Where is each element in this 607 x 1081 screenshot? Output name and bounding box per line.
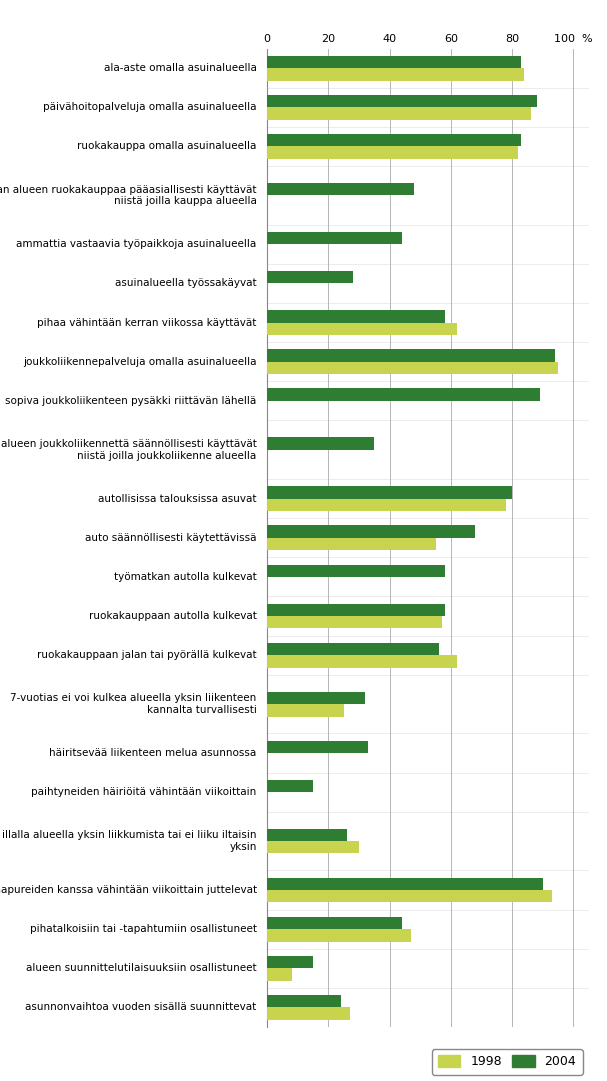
- Bar: [267, 56, 521, 68]
- Bar: [267, 498, 506, 511]
- Bar: [267, 704, 344, 717]
- Bar: [267, 956, 313, 969]
- Bar: [267, 995, 341, 1007]
- Bar: [267, 564, 445, 577]
- Legend: 1998, 2004: 1998, 2004: [432, 1049, 583, 1075]
- Bar: [267, 969, 291, 980]
- Bar: [267, 232, 402, 244]
- Bar: [267, 349, 555, 362]
- Bar: [267, 930, 411, 942]
- Bar: [267, 310, 445, 322]
- Bar: [267, 438, 375, 450]
- Bar: [267, 616, 442, 628]
- Bar: [267, 362, 558, 374]
- Bar: [267, 388, 540, 401]
- Bar: [267, 322, 457, 335]
- Bar: [267, 917, 402, 930]
- Bar: [267, 486, 512, 498]
- Bar: [267, 692, 365, 704]
- Bar: [267, 643, 439, 655]
- Bar: [267, 603, 445, 616]
- Bar: [267, 68, 524, 81]
- Bar: [267, 271, 353, 283]
- Bar: [267, 525, 475, 537]
- Bar: [267, 740, 368, 753]
- Bar: [267, 146, 518, 159]
- Bar: [267, 95, 537, 107]
- Bar: [267, 829, 347, 841]
- Bar: [267, 183, 414, 196]
- Bar: [267, 107, 531, 120]
- Bar: [267, 1007, 350, 1019]
- Bar: [267, 655, 457, 668]
- Bar: [267, 537, 436, 550]
- Bar: [267, 841, 359, 854]
- Bar: [267, 878, 543, 890]
- Bar: [267, 890, 552, 903]
- Bar: [267, 779, 313, 792]
- Bar: [267, 134, 521, 146]
